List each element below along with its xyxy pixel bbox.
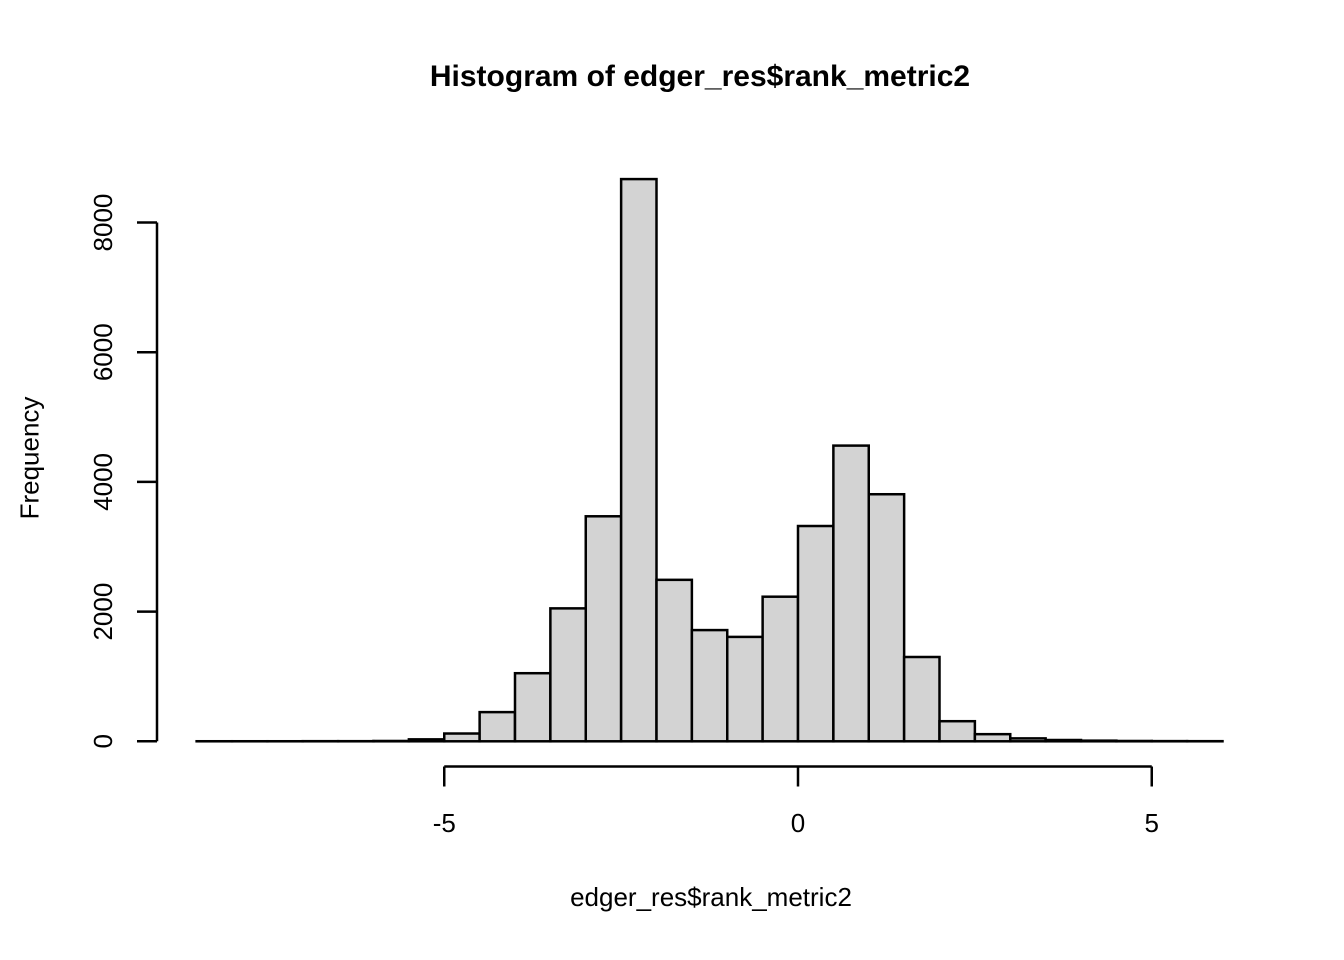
histogram-bar [513, 671, 552, 743]
y-tick-label: 0 [88, 734, 118, 748]
y-tick-label: 8000 [88, 194, 118, 252]
y-axis-label-text: Frequency [14, 396, 45, 520]
histogram-bar [584, 515, 623, 743]
histogram-bar [938, 719, 977, 743]
histogram-bar [726, 635, 764, 743]
histogram-bar [867, 492, 906, 743]
x-axis-label: edger_res$rank_metric2 [570, 882, 852, 912]
histogram-bar [1009, 737, 1047, 743]
x-tick-label: 0 [791, 808, 805, 838]
y-tick-label: 2000 [88, 583, 118, 641]
histogram-bar [1079, 739, 1118, 743]
y-tick-label: 4000 [88, 453, 118, 511]
x-tick-label: 5 [1145, 808, 1159, 838]
histogram-bar [478, 710, 517, 743]
histogram-bar [549, 607, 587, 743]
histogram-bar [796, 524, 835, 743]
y-tick-label: 6000 [88, 323, 118, 381]
histogram-bar [443, 732, 481, 743]
x-tick-label: -5 [433, 808, 456, 838]
histogram-bar [832, 444, 870, 743]
histogram-bar [655, 578, 694, 743]
histogram-bar [619, 177, 658, 743]
histogram-bar [1044, 738, 1083, 743]
histogram-bar [761, 595, 800, 743]
histogram-bar [690, 628, 729, 743]
histogram-bar [407, 738, 446, 743]
histogram-bar [902, 655, 941, 743]
chart-title: Histogram of edger_res$rank_metric2 [429, 60, 971, 93]
histogram-bar [973, 732, 1012, 743]
